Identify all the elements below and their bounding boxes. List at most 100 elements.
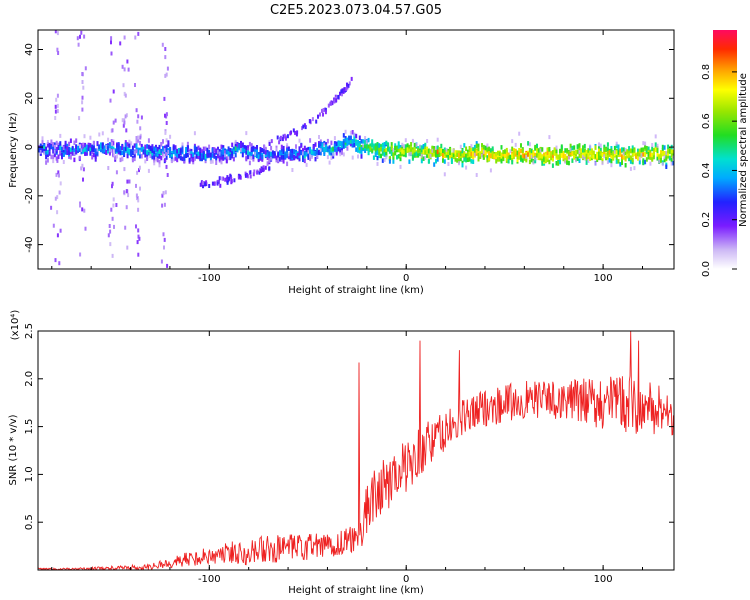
spectrogram-cell <box>92 140 95 146</box>
spectrogram-cell <box>56 109 59 114</box>
spectrogram-cell <box>112 146 115 151</box>
snr-xtick-label: 0 <box>403 574 409 585</box>
spectrogram-cell <box>52 149 55 154</box>
spectrogram-cell <box>612 151 615 156</box>
spectrogram-cell <box>642 147 645 152</box>
spectrogram-cell <box>108 151 111 156</box>
spectrogram-cell <box>349 130 352 135</box>
spectrogram-cell <box>166 66 169 71</box>
spectrogram-cell <box>224 155 227 160</box>
spectrogram-cell <box>100 143 102 148</box>
spectrogram-cell <box>286 153 289 158</box>
spectrogram-cell <box>318 135 320 139</box>
spectrogram-cell <box>583 156 586 161</box>
spectrogram-cell <box>236 142 239 148</box>
spectrogram-cell <box>275 157 278 163</box>
spectrogram-cell <box>54 30 57 34</box>
spectrogram-cell <box>537 155 540 161</box>
spectrogram-cell <box>486 143 489 148</box>
spectrogram-cell <box>601 152 604 157</box>
spectrogram-cell <box>472 151 475 156</box>
spectrogram-cell <box>109 229 112 234</box>
spectrogram-cell <box>155 157 157 162</box>
spectrogram-cell <box>341 88 344 93</box>
spectrogram-cell <box>603 151 606 157</box>
spectrogram-cell <box>163 145 166 151</box>
spectrogram-cell <box>61 154 63 160</box>
spectrogram-cell <box>75 145 78 150</box>
spectrogram-cell <box>458 150 460 155</box>
spectrogram-cell <box>45 149 48 154</box>
spectrogram-cell <box>440 143 443 149</box>
spectrogram-cell <box>280 144 283 150</box>
spectrogram-cell <box>518 151 521 157</box>
spectrogram-cell <box>260 169 262 173</box>
spectrogram-cell <box>640 147 643 153</box>
spectrogram-cell <box>158 144 161 150</box>
spectrogram-cell <box>204 153 207 159</box>
spectrogram-cell <box>640 149 643 155</box>
spectrogram-cell <box>39 143 42 148</box>
spectrogram-cell <box>656 148 659 153</box>
spectrogram-cell <box>190 153 193 159</box>
spectrogram-cell <box>383 157 386 162</box>
spectrogram-cell <box>443 149 446 155</box>
spectrogram-cell <box>96 151 99 156</box>
spectrogram-cell <box>426 149 429 154</box>
spectrogram-cell <box>598 155 600 161</box>
spectrogram-cell <box>362 145 365 150</box>
spectrogram-cell <box>78 116 81 121</box>
spectrogram-cell <box>107 233 110 238</box>
spectrogram-cell <box>534 158 537 164</box>
spectrogram-cell <box>482 154 485 160</box>
spectrogram-cell <box>590 148 593 154</box>
spectrogram-cell <box>606 150 609 156</box>
snr-ytick-label: 1.0 <box>24 466 35 482</box>
spectrogram-cell <box>528 154 531 160</box>
spectrogram-cell <box>383 152 386 157</box>
spectrogram-cell <box>151 151 154 156</box>
spectrogram-cell <box>557 161 560 166</box>
spectrogram-cell <box>126 59 129 64</box>
spectrogram-cell <box>73 157 76 163</box>
spectrogram-cell <box>431 152 434 157</box>
spectrogram-cell <box>243 148 246 154</box>
spectrogram-cell <box>553 147 556 152</box>
spectrogram-cell <box>259 147 262 152</box>
spectrogram-cell <box>573 145 576 150</box>
spectrogram-cell <box>585 160 588 165</box>
spectrogram-cell <box>256 145 258 150</box>
spectrogram-cell <box>587 158 590 163</box>
spectrogram-cell <box>52 145 55 151</box>
spectrogram-cell <box>500 158 503 164</box>
spectrogram-cell <box>107 166 110 170</box>
spectrogram-cell <box>355 141 358 146</box>
spectrogram-cell <box>305 151 308 157</box>
spectrogram-cell <box>112 197 115 202</box>
spectrogram-cell <box>144 149 147 154</box>
spectrogram-cell <box>222 152 225 157</box>
colorbar-tick-label: 0.6 <box>701 113 712 129</box>
spectrogram-cell <box>652 154 655 160</box>
spectrogram-cell <box>55 172 58 177</box>
spectrogram-cell <box>237 175 240 180</box>
spectrogram-cell <box>365 139 368 144</box>
spectrogram-cell <box>541 161 544 166</box>
spectrogram-cell <box>94 150 97 156</box>
spectrogram-cell <box>155 144 157 150</box>
spectrogram-cell <box>199 155 202 161</box>
spectrogram-cell <box>489 168 492 173</box>
spectrogram-cell <box>295 151 297 157</box>
spectrogram-cell <box>493 154 496 159</box>
spectrogram-cell <box>279 135 282 140</box>
spectrogram-cell <box>622 151 625 156</box>
spectrogram-cell <box>45 146 48 152</box>
spectrogram-cell <box>109 242 112 247</box>
spectrogram-cell <box>424 150 427 155</box>
spectrogram-cell <box>335 98 338 103</box>
spectrogram-cell <box>163 96 166 101</box>
spectrogram-cell <box>355 133 358 139</box>
spectrogram-cell <box>445 150 448 155</box>
spectrogram-cell <box>472 147 475 152</box>
spectrogram-cell <box>41 136 44 141</box>
